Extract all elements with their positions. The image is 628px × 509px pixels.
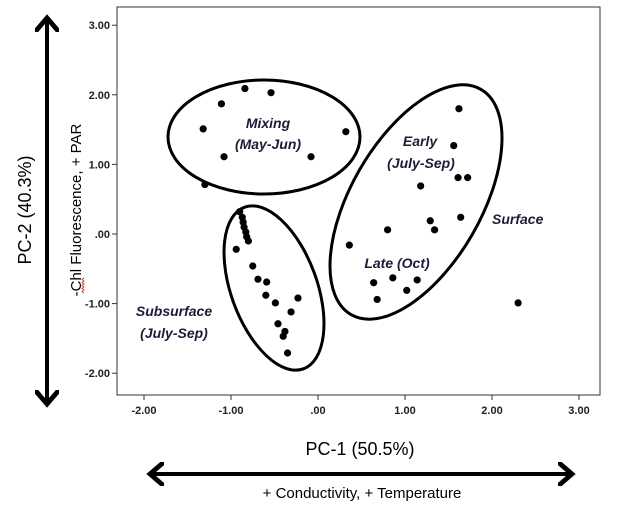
subsurface-sublabel: (July-Sep): [140, 325, 208, 341]
mixing-ellipse: [166, 78, 362, 196]
data-point: [373, 295, 381, 304]
data-point: [232, 245, 240, 253]
surface-label: Surface: [492, 211, 544, 227]
x-tick-label: 1.00: [394, 405, 415, 417]
y-tick-label: .00: [95, 229, 110, 241]
y-axis-label: PC-2 (40.3%): [15, 155, 35, 264]
y-tick-label: -1.00: [85, 299, 110, 311]
spellcheck-squiggle: [81, 277, 85, 294]
data-point: [370, 279, 378, 287]
data-point: [417, 182, 425, 190]
data-point: [249, 262, 257, 270]
x-tick-label: .00: [310, 405, 325, 417]
data-point: [464, 174, 472, 182]
early-label: Early: [403, 133, 438, 149]
data-point: [279, 332, 287, 340]
data-point: [457, 213, 465, 221]
data-point: [274, 320, 282, 328]
x-axis-label: PC-1 (50.5%): [305, 439, 414, 459]
data-point: [263, 278, 271, 286]
plot-area: [116, 6, 601, 396]
x-arrow-label: + Conductivity, + Temperature: [263, 485, 462, 502]
data-point: [342, 128, 350, 136]
data-point: [220, 153, 228, 161]
data-point: [271, 299, 279, 307]
data-point: [514, 299, 522, 307]
x-tick-label: -2.00: [131, 405, 156, 417]
data-point: [287, 308, 295, 316]
y-arrow-label: -Chl Fluorescence, + PAR: [68, 123, 85, 296]
data-point: [454, 174, 462, 182]
data-point: [413, 276, 421, 284]
x-tick-label: 3.00: [568, 405, 589, 417]
data-point: [430, 226, 439, 234]
late-label: Late (Oct): [364, 255, 430, 271]
data-point: [384, 226, 392, 234]
data-point: [201, 180, 209, 189]
data-point: [283, 349, 292, 357]
data-point: [455, 105, 463, 113]
data-point: [262, 291, 270, 299]
data-point: [241, 84, 249, 93]
y-tick-label: 2.00: [89, 90, 110, 102]
data-point: [389, 274, 397, 282]
data-point: [403, 286, 411, 294]
y-tick-label: 1.00: [89, 159, 110, 171]
data-point: [267, 89, 275, 97]
surface-ellipse: [328, 83, 504, 321]
y-tick-label: 3.00: [89, 20, 110, 32]
mixing-sublabel: (May-Jun): [235, 136, 301, 152]
data-point: [450, 142, 458, 150]
data-point: [236, 208, 244, 216]
x-tick-label: -1.00: [218, 405, 243, 417]
data-point: [217, 100, 226, 108]
data-point: [254, 275, 262, 283]
mixing-label: Mixing: [246, 115, 291, 131]
data-point: [345, 241, 353, 249]
data-point: [307, 153, 315, 161]
y-tick-label: -2.00: [85, 368, 110, 380]
x-tick-label: 2.00: [481, 405, 502, 417]
subsurface-ellipse: [222, 204, 326, 372]
data-point: [426, 217, 434, 225]
subsurface-label: Subsurface: [136, 303, 212, 319]
data-point: [244, 237, 252, 245]
data-point: [294, 294, 302, 302]
early-sublabel: (July-Sep): [387, 155, 455, 171]
data-point: [199, 125, 207, 133]
